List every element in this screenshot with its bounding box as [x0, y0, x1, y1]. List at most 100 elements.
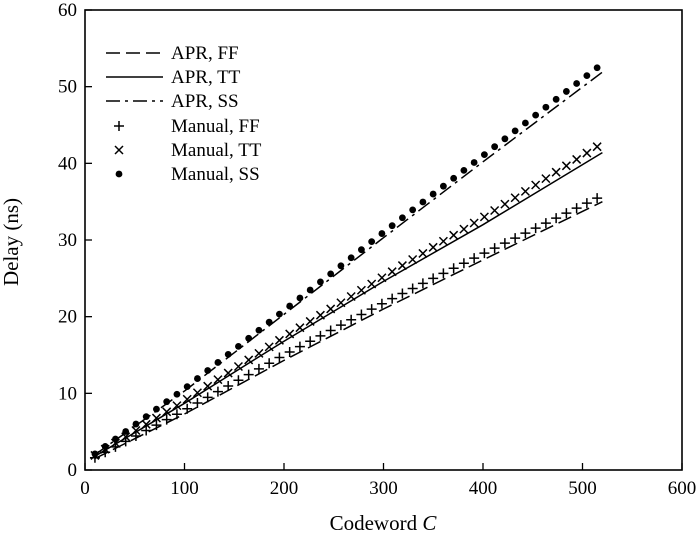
- data-point: [540, 218, 551, 229]
- data-point: [521, 119, 529, 127]
- y-axis: 0 10 20 30 40 50 60: [58, 0, 92, 481]
- y-tick-label: 30: [58, 230, 77, 251]
- data-point: [162, 407, 172, 417]
- data-point: [265, 318, 273, 326]
- data-point: [336, 298, 346, 308]
- data-point: [407, 283, 418, 294]
- data-point: [173, 390, 181, 398]
- data-point: [510, 233, 521, 244]
- data-point: [399, 214, 406, 222]
- data-point: [326, 304, 336, 314]
- data-point: [377, 273, 387, 283]
- series-line: [94, 200, 603, 460]
- data-point: [203, 381, 213, 391]
- data-point: [142, 413, 150, 421]
- data-point: [551, 167, 561, 177]
- data-point: [510, 193, 520, 203]
- series-4: [90, 142, 602, 460]
- data-point: [163, 398, 171, 406]
- data-point: [153, 405, 160, 413]
- data-point: [305, 316, 315, 326]
- data-point: [183, 383, 191, 391]
- data-point: [479, 212, 489, 222]
- data-point: [255, 326, 263, 334]
- data-point: [276, 310, 283, 318]
- data-point: [285, 329, 295, 339]
- legend-label: Manual, TT: [171, 140, 262, 161]
- data-point: [284, 347, 295, 358]
- data-point: [223, 380, 234, 391]
- y-axis-title: Delay (ns): [0, 198, 23, 286]
- y-tick-label: 60: [58, 0, 77, 21]
- x-tick-label: 300: [369, 478, 398, 499]
- data-point: [253, 363, 264, 374]
- data-point: [356, 285, 366, 295]
- data-point: [366, 304, 377, 315]
- data-point: [264, 358, 275, 369]
- data-point: [572, 154, 582, 164]
- plot-series: [89, 64, 603, 463]
- y-tick-label: 40: [58, 153, 77, 174]
- legend-label: APR, SS: [171, 91, 239, 112]
- x-tick-label: 500: [568, 478, 597, 499]
- data-point: [542, 103, 550, 111]
- legend-label: APR, TT: [171, 67, 241, 88]
- data-point: [315, 310, 325, 320]
- data-point: [274, 335, 284, 345]
- y-tick-label: 10: [58, 383, 77, 404]
- data-point: [592, 142, 602, 152]
- legend-label: Manual, FF: [171, 116, 260, 137]
- data-point: [347, 254, 355, 262]
- data-point: [151, 420, 162, 431]
- data-point: [172, 401, 182, 411]
- y-tick-label: 0: [68, 460, 78, 481]
- data-point: [449, 230, 459, 240]
- data-point: [532, 111, 540, 119]
- data-point: [511, 127, 519, 135]
- data-point: [213, 375, 223, 385]
- data-point: [470, 159, 478, 166]
- series-3: [89, 193, 603, 463]
- data-point: [346, 314, 357, 325]
- data-point: [161, 414, 172, 425]
- data-point: [561, 161, 571, 171]
- data-point: [101, 443, 109, 450]
- legend-marker-sample: [114, 121, 124, 131]
- data-point: [479, 248, 490, 259]
- data-point: [315, 330, 326, 341]
- data-point: [130, 430, 141, 441]
- data-point: [469, 253, 480, 264]
- data-point: [419, 198, 427, 206]
- data-point: [317, 278, 324, 286]
- data-point: [491, 143, 499, 151]
- x-axis: 0 100 200 300 400 500 600: [80, 463, 696, 499]
- y-tick-label: 20: [58, 307, 77, 328]
- data-point: [450, 174, 458, 182]
- data-point: [428, 273, 439, 284]
- data-point: [573, 80, 581, 87]
- data-point: [224, 351, 232, 358]
- data-point: [499, 238, 510, 249]
- data-point: [151, 413, 161, 423]
- data-point: [500, 199, 510, 209]
- data-point: [244, 355, 254, 365]
- data-point: [356, 309, 367, 320]
- data-point: [438, 268, 449, 279]
- data-point: [358, 246, 365, 254]
- data-point: [132, 420, 140, 428]
- data-point: [204, 367, 212, 374]
- data-point: [296, 294, 304, 302]
- data-point: [531, 180, 541, 190]
- data-point: [346, 291, 356, 302]
- data-point: [141, 425, 152, 436]
- data-point: [501, 135, 509, 143]
- legend-label: Manual, SS: [171, 164, 260, 185]
- legend: APR, FF APR, TT APR, SS Manual, FF Manual, T…: [106, 43, 262, 185]
- data-point: [295, 323, 305, 333]
- data-point: [368, 238, 376, 246]
- x-axis-title: Codeword C: [330, 511, 438, 535]
- data-point: [243, 369, 254, 380]
- x-axis-title-text: Codeword: [330, 511, 418, 535]
- data-point: [469, 218, 479, 228]
